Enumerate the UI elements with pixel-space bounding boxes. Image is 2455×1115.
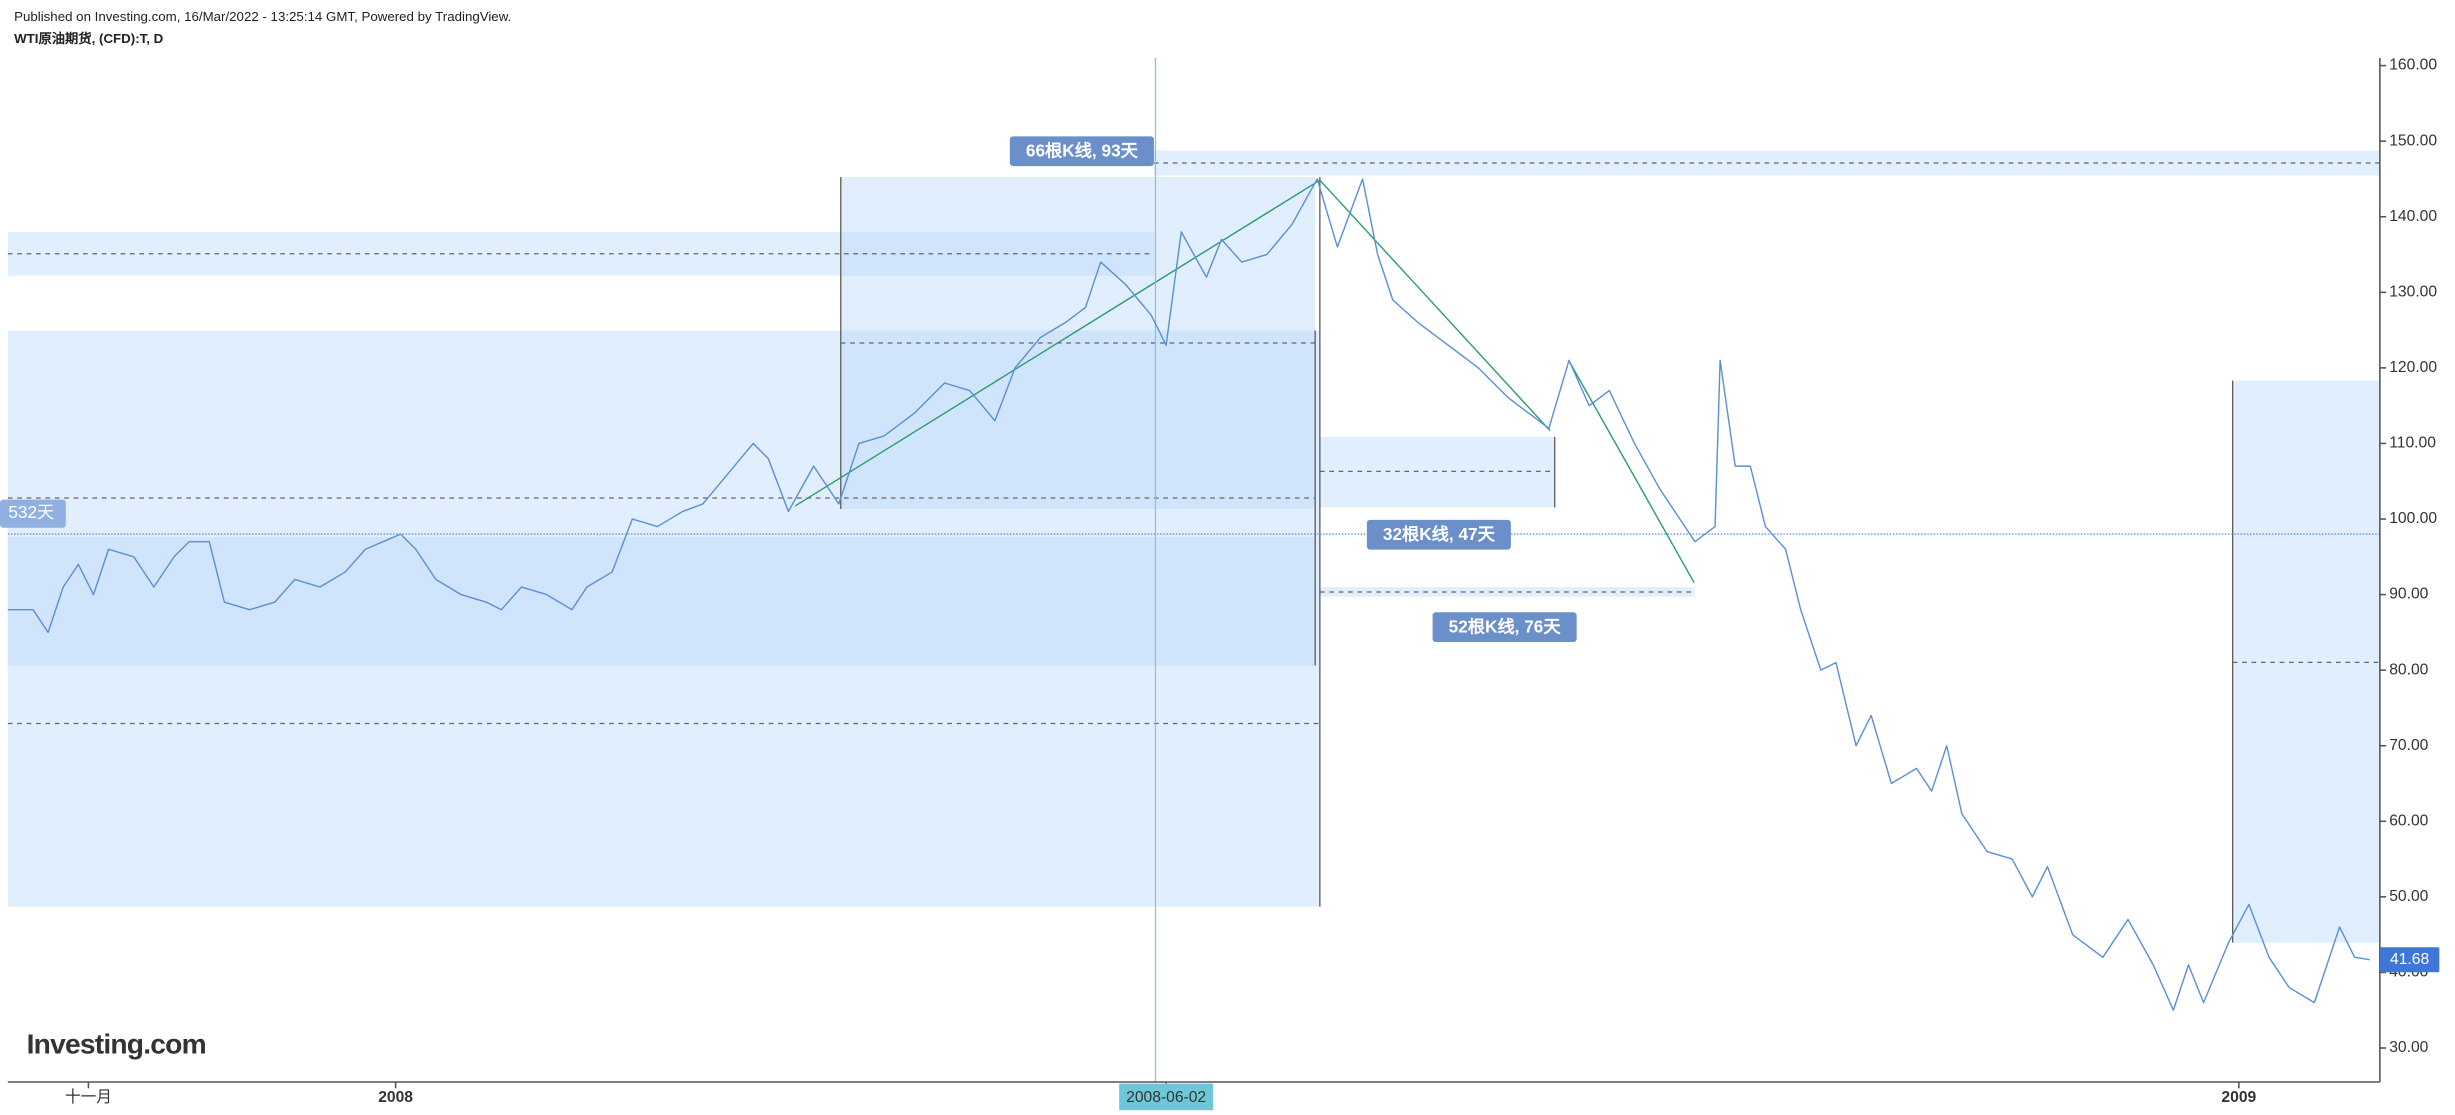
x-tick-label: 2009 bbox=[2221, 1089, 2256, 1106]
range-box bbox=[1319, 587, 1695, 597]
range-box bbox=[2232, 380, 2380, 943]
trend-line bbox=[1319, 179, 1551, 432]
last-price-box bbox=[2379, 947, 2440, 973]
y-tick-label: 160.00 bbox=[2389, 57, 2437, 74]
y-tick-label: 50.00 bbox=[2389, 888, 2428, 905]
annotation: 32根K线, 47天 bbox=[1383, 524, 1496, 544]
range-box bbox=[7, 537, 1316, 666]
logo: Investing.com bbox=[27, 1027, 206, 1059]
y-tick-label: 110.00 bbox=[2389, 435, 2436, 452]
drawings bbox=[7, 58, 2380, 1083]
trend-line bbox=[794, 179, 1321, 507]
range-box bbox=[1319, 436, 1555, 508]
price-line bbox=[7, 178, 2370, 1011]
chart-title: WTI原油期货, (CFD):T, D bbox=[14, 30, 164, 46]
y-tick-label: 120.00 bbox=[2389, 359, 2437, 376]
annotation-labels: 66根K线, 93天 32根K线, 47天 52根K线, 76天 532天 bbox=[0, 136, 1577, 643]
annotation: 52根K线, 76天 bbox=[1449, 617, 1562, 637]
last-price-label: 41.68 bbox=[2390, 951, 2429, 968]
label-box bbox=[1009, 136, 1154, 167]
y-tick-label: 30.00 bbox=[2389, 1039, 2428, 1056]
annotation: 66根K线, 93天 bbox=[1026, 141, 1139, 161]
y-tick-label: 150.00 bbox=[2389, 132, 2437, 149]
y-tick-label: 90.00 bbox=[2389, 586, 2428, 603]
x-tick-label: 2008 bbox=[378, 1089, 413, 1106]
y-tick-label: 70.00 bbox=[2389, 737, 2428, 754]
y-tick-label: 140.00 bbox=[2389, 208, 2437, 225]
label-box bbox=[0, 499, 66, 528]
label-box bbox=[1432, 612, 1577, 643]
x-highlight-box bbox=[1119, 1083, 1214, 1111]
y-tick-label: 100.00 bbox=[2389, 510, 2437, 527]
trend-lines bbox=[794, 179, 1695, 583]
label-box bbox=[1366, 519, 1511, 550]
range-midlines bbox=[7, 162, 2380, 725]
subtitle: Published on Investing.com, 16/Mar/2022 … bbox=[14, 9, 511, 24]
trend-line bbox=[1569, 363, 1695, 583]
y-tick-label: 130.00 bbox=[2389, 283, 2437, 300]
annotation: 532天 bbox=[8, 502, 54, 522]
x-tick-label: 十一月 bbox=[65, 1088, 112, 1106]
y-tick-label: 60.00 bbox=[2389, 812, 2428, 829]
plot bbox=[7, 178, 2370, 1011]
range-box bbox=[7, 330, 1320, 907]
x-tick-label: 2008-06-02 bbox=[1126, 1089, 1206, 1106]
y-tick-label: 80.00 bbox=[2389, 661, 2428, 678]
